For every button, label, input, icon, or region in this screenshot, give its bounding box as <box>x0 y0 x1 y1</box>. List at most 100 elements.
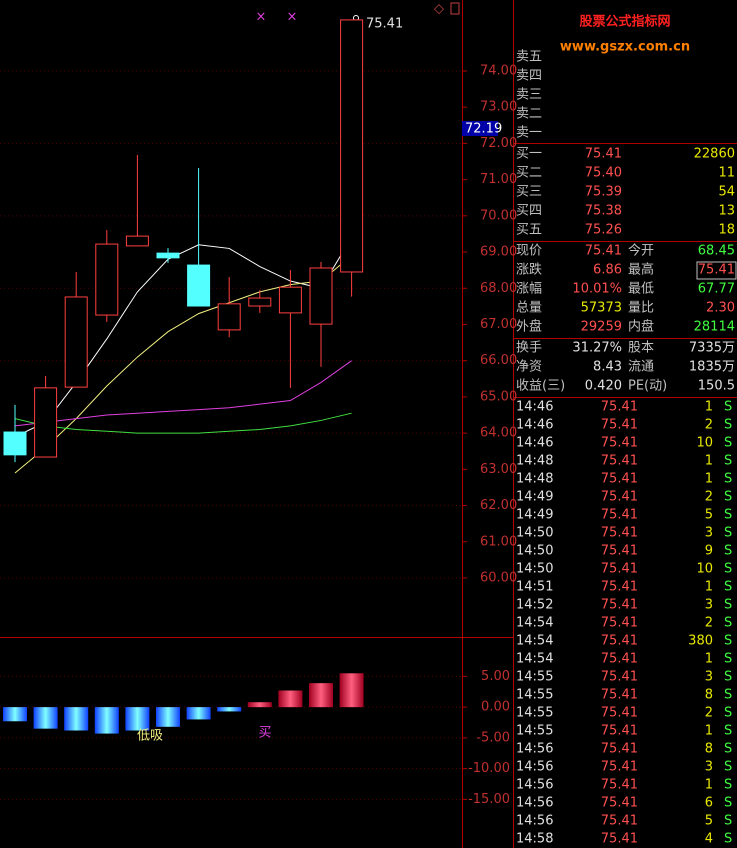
tick-side: S <box>724 598 732 613</box>
tick-price: 75.41 <box>601 652 638 667</box>
buy-price: 75.41 <box>585 147 622 162</box>
tick-volume: 380 <box>688 634 713 649</box>
tick-price: 75.41 <box>601 814 638 829</box>
tick-time: 14:55 <box>516 706 553 721</box>
buy-volume: 54 <box>718 185 735 200</box>
y-tick-label: 61.00 <box>480 534 517 549</box>
tick-time: 14:55 <box>516 688 553 703</box>
buy-price: 75.39 <box>585 185 622 200</box>
moving-average <box>14 360 352 427</box>
y-tick-label: -10.00 <box>468 761 510 776</box>
tick-price: 75.41 <box>601 418 638 433</box>
tick-price: 75.41 <box>601 508 638 523</box>
candle-body <box>278 286 302 314</box>
highlight-box <box>696 261 737 280</box>
tick-price: 75.41 <box>601 742 638 757</box>
tick-price: 75.41 <box>601 616 638 631</box>
tick-time: 14:50 <box>516 526 553 541</box>
tick-price: 75.41 <box>601 832 638 847</box>
tick-time: 14:51 <box>516 580 553 595</box>
last-price-label: 75.41 <box>366 17 403 32</box>
tick-time: 14:56 <box>516 742 553 757</box>
quote-value: 28114 <box>694 320 735 335</box>
tick-volume: 1 <box>705 400 713 415</box>
sell-level: 卖五 <box>516 50 542 65</box>
tick-price: 75.41 <box>601 526 638 541</box>
cursor-price-box <box>462 121 498 136</box>
tick-price: 75.41 <box>601 454 638 469</box>
tick-price: 75.41 <box>601 472 638 487</box>
indicator-bar <box>64 707 89 731</box>
indicator-bar <box>156 707 180 727</box>
tick-volume: 2 <box>705 706 713 721</box>
tick-side: S <box>724 652 732 667</box>
tick-side: S <box>724 526 732 541</box>
candle-body <box>125 235 149 247</box>
marker: × <box>287 10 298 25</box>
candle-body <box>248 297 272 307</box>
moving-average <box>14 412 352 434</box>
tick-time: 14:56 <box>516 796 553 811</box>
candle-body <box>156 252 180 259</box>
tick-volume: 1 <box>705 472 713 487</box>
signal-label: 低吸 <box>137 729 163 744</box>
moving-average <box>14 237 353 438</box>
tick-price: 75.41 <box>601 688 638 703</box>
tick-time: 14:49 <box>516 490 553 505</box>
tick-side: S <box>724 688 732 703</box>
buy-level: 买一 <box>516 147 542 162</box>
candle-body <box>64 296 88 388</box>
tick-price: 75.41 <box>601 760 638 775</box>
tick-volume: 1 <box>705 724 713 739</box>
indicator-bar <box>339 673 364 708</box>
sell-level: 卖三 <box>516 88 542 103</box>
buy-volume: 18 <box>718 223 735 238</box>
y-tick-label: 74.00 <box>480 63 517 78</box>
tick-side: S <box>724 742 732 757</box>
tick-time: 14:54 <box>516 652 553 667</box>
tick-side: S <box>724 400 732 415</box>
watermark-title: 股票公式指标网 <box>579 14 670 30</box>
quote-value: 75.41 <box>585 244 622 259</box>
quote-label: 今开 <box>628 243 654 259</box>
candle-body <box>95 243 119 316</box>
tick-time: 14:56 <box>516 760 553 775</box>
tick-price: 75.41 <box>601 400 638 415</box>
icon-button[interactable]: ◇ <box>434 2 444 17</box>
fundamental-label: 流通 <box>628 360 654 375</box>
buy-level: 买二 <box>516 166 542 181</box>
y-tick-label: 72.00 <box>480 136 517 151</box>
tick-volume: 2 <box>705 616 713 631</box>
tick-time: 14:46 <box>516 436 553 451</box>
tick-time: 14:54 <box>516 616 553 631</box>
icon-button[interactable] <box>450 2 460 15</box>
fundamental-value: 150.5 <box>698 379 735 394</box>
sell-level: 卖四 <box>516 69 542 84</box>
y-tick-label: 62.00 <box>480 498 517 513</box>
tick-side: S <box>724 418 732 433</box>
quote-label: 现价 <box>516 244 542 259</box>
y-tick-label: 66.00 <box>480 353 517 368</box>
y-tick-label: 64.00 <box>480 426 517 441</box>
tick-price: 75.41 <box>601 544 638 559</box>
tick-time: 14:48 <box>516 472 553 487</box>
tick-side: S <box>724 634 732 649</box>
tick-volume: 3 <box>705 598 713 613</box>
y-tick-label: -15.00 <box>468 792 510 807</box>
y-tick-label: 60.00 <box>480 570 517 585</box>
buy-level: 买五 <box>516 223 542 238</box>
tick-volume: 8 <box>705 742 713 757</box>
y-tick-label: 73.00 <box>480 100 517 115</box>
tick-volume: 1 <box>705 580 713 595</box>
marker: × <box>256 10 267 25</box>
buy-level: 买三 <box>516 185 542 200</box>
indicator-bar <box>278 690 303 708</box>
tick-volume: 2 <box>705 490 713 505</box>
buy-level: 买四 <box>516 204 542 219</box>
tick-price: 75.41 <box>601 598 638 613</box>
fundamental-label: 收益(三) <box>516 379 565 394</box>
y-tick-label: 70.00 <box>480 208 517 223</box>
tick-side: S <box>724 562 732 577</box>
tick-side: S <box>724 508 732 523</box>
tick-time: 14:56 <box>516 814 553 829</box>
